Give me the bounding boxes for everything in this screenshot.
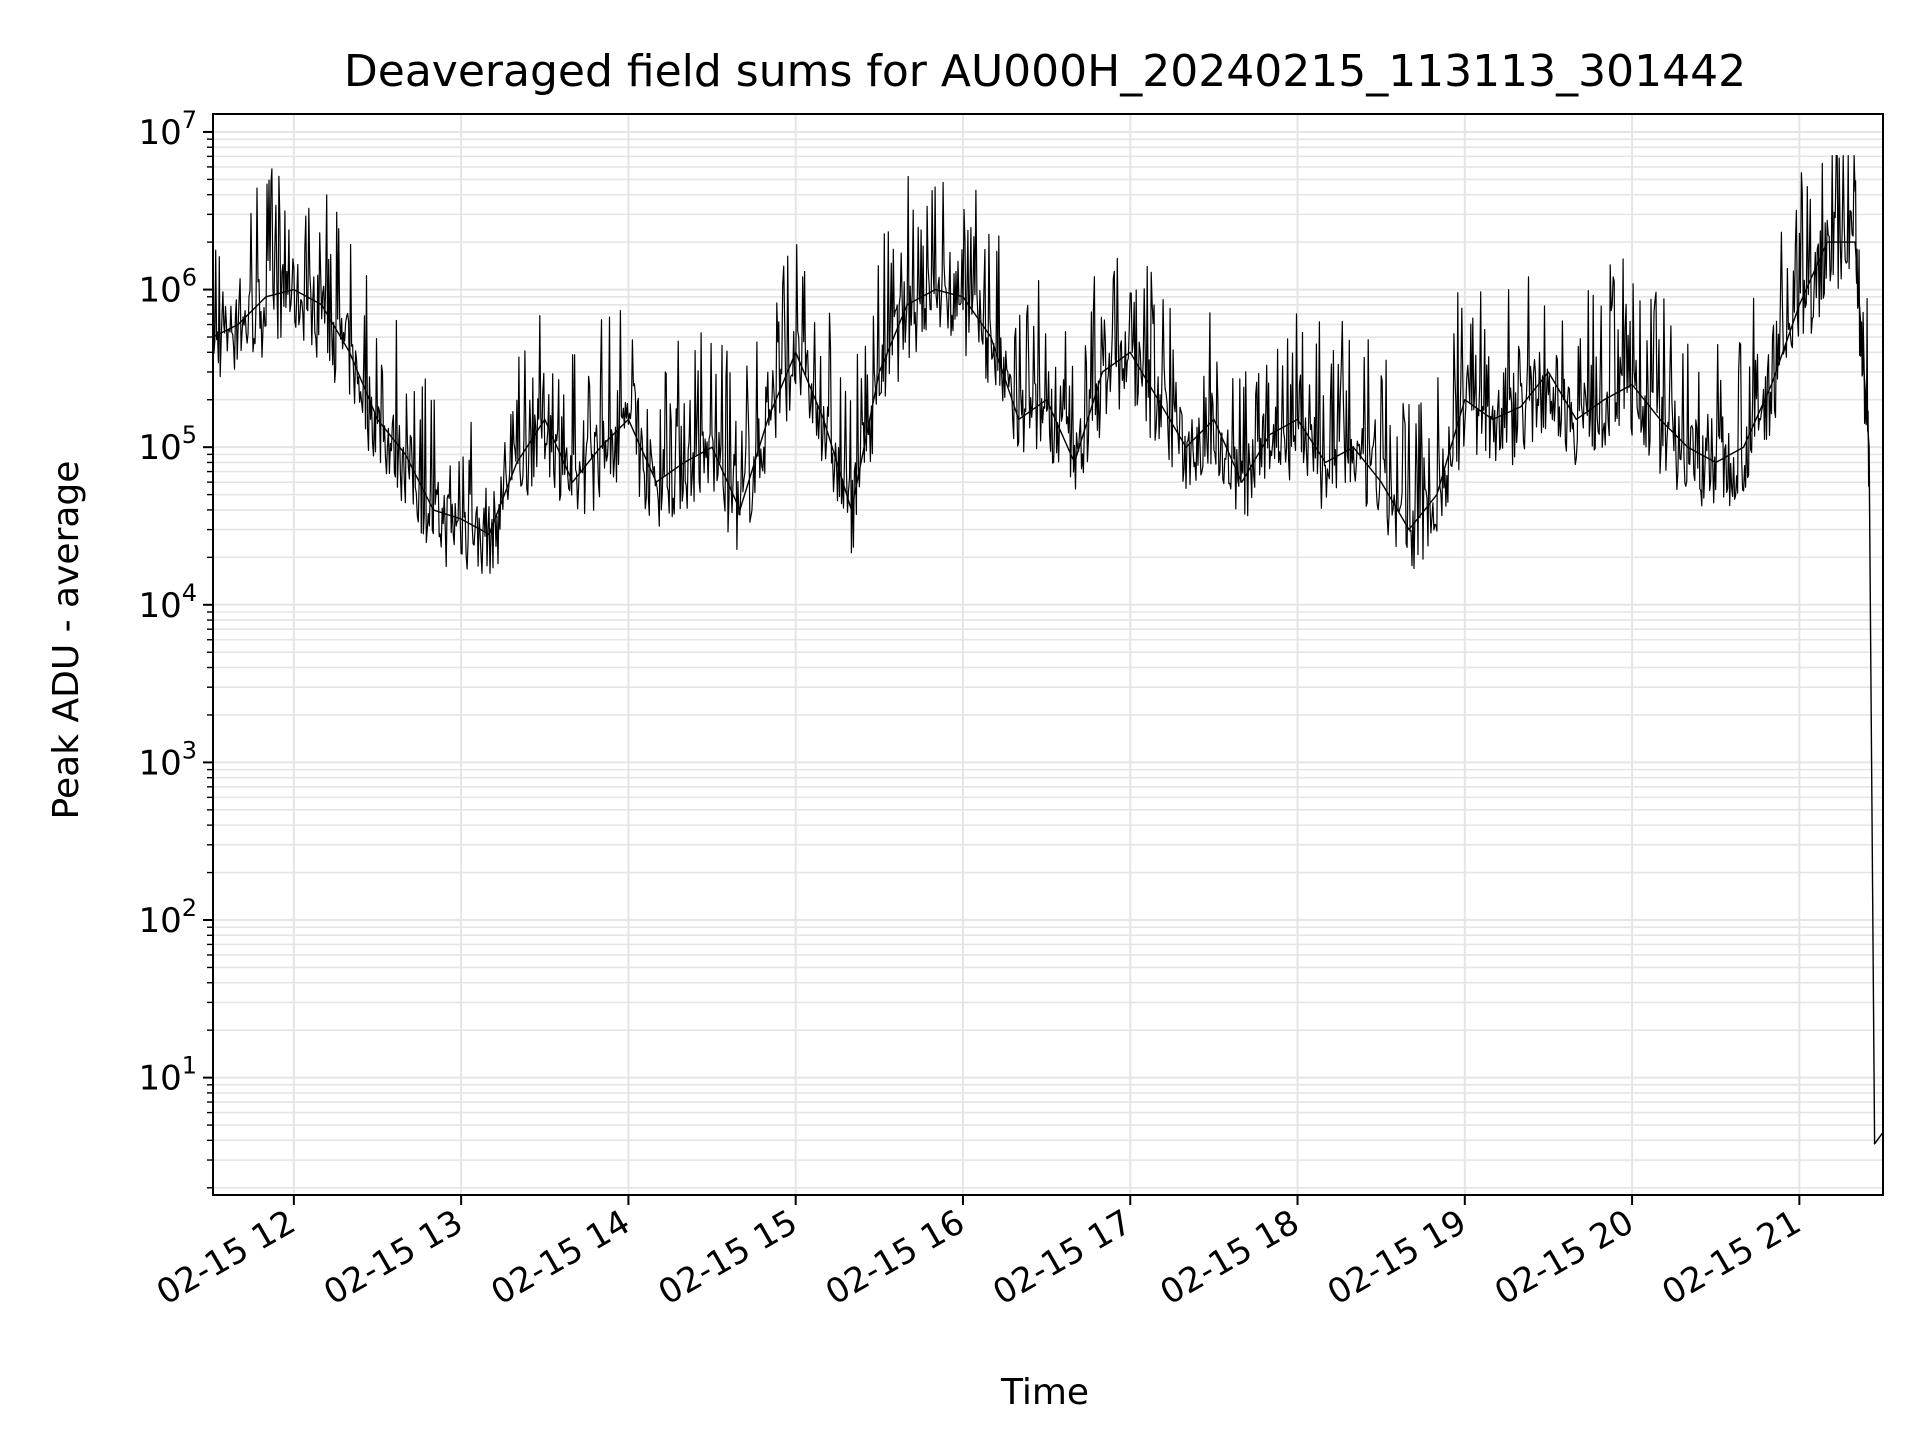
x-tick-label: 02-15 19 xyxy=(1321,1202,1473,1313)
x-tick-label: 02-15 16 xyxy=(819,1202,971,1313)
y-tick-label: 105 xyxy=(138,421,197,468)
data-series-line xyxy=(212,155,1870,574)
x-tick-label: 02-15 20 xyxy=(1488,1202,1640,1313)
y-tick-label: 102 xyxy=(138,894,197,941)
x-tick-label: 02-15 13 xyxy=(317,1202,469,1313)
y-tick-label: 107 xyxy=(138,106,197,153)
x-tick-label: 02-15 21 xyxy=(1655,1202,1807,1313)
data-series-envelope xyxy=(212,241,1884,1145)
chart-title: Deaveraged field sums for AU000H_2024021… xyxy=(344,46,1746,97)
y-axis-label: Peak ADU - average xyxy=(46,461,87,820)
x-axis: 02-15 12 02-15 13 02-15 14 02-15 15 02-15 16… xyxy=(150,1195,1808,1313)
x-tick-label: 02-15 18 xyxy=(1154,1202,1306,1313)
y-tick-label: 106 xyxy=(138,264,197,311)
grid xyxy=(213,114,1883,1195)
y-tick-label: 103 xyxy=(138,736,197,783)
y-tick-label: 104 xyxy=(138,579,197,626)
x-tick-label: 02-15 12 xyxy=(150,1202,302,1313)
x-tick-label: 02-15 15 xyxy=(652,1202,804,1313)
y-tick-label: 101 xyxy=(138,1052,197,1099)
x-tick-label: 02-15 17 xyxy=(986,1202,1138,1313)
plot-area xyxy=(212,113,1884,1196)
y-axis: 101 102 103 104 105 106 107 xyxy=(138,106,213,1189)
x-axis-label: Time xyxy=(1000,1372,1089,1413)
x-tick-label: 02-15 14 xyxy=(485,1202,637,1313)
